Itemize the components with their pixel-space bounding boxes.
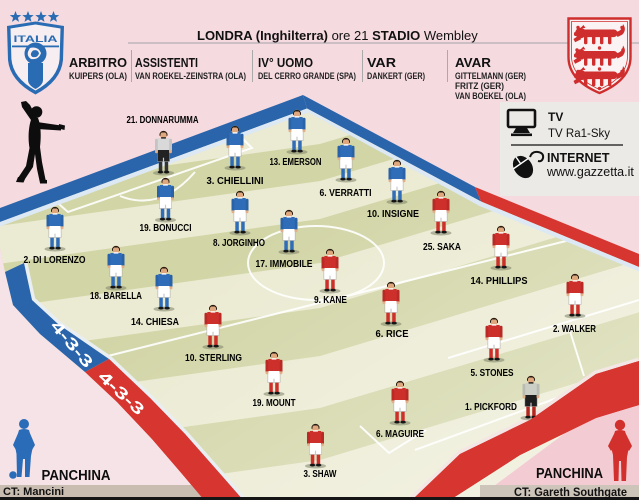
svg-text:TV: TV [548, 110, 563, 124]
svg-text:CT: Mancini: CT: Mancini [3, 486, 64, 498]
svg-text:25. SAKA: 25. SAKA [423, 242, 461, 253]
svg-text:9. KANE: 9. KANE [314, 295, 347, 306]
svg-text:3. SHAW: 3. SHAW [304, 469, 337, 480]
svg-text:21. DONNARUMMA: 21. DONNARUMMA [127, 115, 199, 126]
svg-text:3. CHIELLINI: 3. CHIELLINI [207, 176, 264, 187]
svg-text:LONDRA (Inghilterra) ore 21 ST: LONDRA (Inghilterra) ore 21 STADIO Wembl… [197, 28, 478, 43]
svg-text:FRITZ (GER): FRITZ (GER) [455, 81, 504, 92]
svg-text:GITTELMANN (GER): GITTELMANN (GER) [455, 71, 526, 82]
svg-text:ITALIA: ITALIA [14, 34, 58, 45]
svg-text:2. DI LORENZO: 2. DI LORENZO [24, 255, 86, 266]
svg-text:6. RICE: 6. RICE [376, 329, 409, 340]
svg-text:AVAR: AVAR [455, 56, 491, 70]
svg-text:ARBITRO: ARBITRO [69, 56, 127, 70]
svg-text:INTERNET: INTERNET [547, 151, 610, 165]
svg-text:1. PICKFORD: 1. PICKFORD [465, 402, 517, 413]
svg-text:6. MAGUIRE: 6. MAGUIRE [376, 429, 424, 440]
svg-text:5. STONES: 5. STONES [471, 368, 514, 379]
svg-text:ASSISTENTI: ASSISTENTI [135, 56, 198, 70]
svg-text:10. STERLING: 10. STERLING [185, 353, 242, 364]
svg-text:DEL CERRO GRANDE (SPA): DEL CERRO GRANDE (SPA) [258, 71, 356, 82]
svg-text:CT: Gareth Southgate: CT: Gareth Southgate [514, 487, 627, 499]
svg-text:19. BONUCCI: 19. BONUCCI [140, 223, 192, 234]
svg-text:10. INSIGNE: 10. INSIGNE [367, 209, 419, 220]
svg-text:KUIPERS (OLA): KUIPERS (OLA) [69, 71, 127, 82]
svg-text:2. WALKER: 2. WALKER [553, 324, 596, 335]
svg-text:TV Ra1-Sky: TV Ra1-Sky [548, 128, 610, 140]
svg-text:6. VERRATTI: 6. VERRATTI [320, 188, 372, 199]
svg-text:DANKERT (GER): DANKERT (GER) [367, 71, 425, 82]
svg-text:8. JORGINHO: 8. JORGINHO [213, 238, 265, 249]
svg-text:IV° UOMO: IV° UOMO [258, 56, 313, 70]
svg-text:19. MOUNT: 19. MOUNT [253, 398, 297, 409]
svg-text:14. CHIESA: 14. CHIESA [131, 317, 179, 328]
svg-text:18. BARELLA: 18. BARELLA [90, 291, 142, 302]
svg-text:VAR: VAR [367, 56, 396, 70]
svg-text:13. EMERSON: 13. EMERSON [270, 157, 322, 168]
svg-text:VAN ROEKEL-ZEINSTRA (OLA): VAN ROEKEL-ZEINSTRA (OLA) [135, 71, 246, 82]
svg-text:www.gazzetta.it: www.gazzetta.it [546, 165, 634, 179]
svg-text:PANCHINA: PANCHINA [536, 466, 603, 482]
svg-text:PANCHINA: PANCHINA [42, 468, 111, 484]
svg-text:14. PHILLIPS: 14. PHILLIPS [471, 276, 528, 287]
svg-text:VAN BOEKEL (OLA): VAN BOEKEL (OLA) [455, 91, 526, 102]
svg-text:17. IMMOBILE: 17. IMMOBILE [256, 259, 313, 270]
